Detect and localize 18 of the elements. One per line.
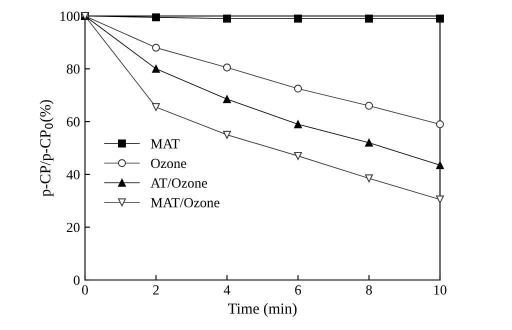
x-tick-label: 4 (224, 285, 230, 294)
y-tick-label: 0 (74, 276, 80, 285)
x-axis-title: Time (min) (228, 303, 297, 317)
y-tick-label: 20 (66, 222, 80, 232)
y-tick-label: 80 (66, 64, 80, 74)
x-tick-label: 0 (82, 285, 88, 295)
legend-label: MAT (150, 139, 180, 148)
legend-label: Ozone (151, 158, 186, 168)
y-tick-label: 100 (60, 12, 80, 21)
y-tick-label: 60 (66, 117, 80, 127)
x-tick-label: 2 (153, 285, 159, 294)
legend-label: MAT/Ozone (150, 198, 220, 208)
x-tick-label: 10 (434, 285, 446, 295)
y-tick-label: 40 (66, 170, 80, 180)
y-axis-title: p-CP/p-CP$_{0}$(%) (40, 100, 54, 196)
x-tick-label: 8 (366, 285, 372, 295)
legend-label: AT/Ozone (150, 178, 208, 188)
x-tick-label: 6 (295, 285, 302, 295)
